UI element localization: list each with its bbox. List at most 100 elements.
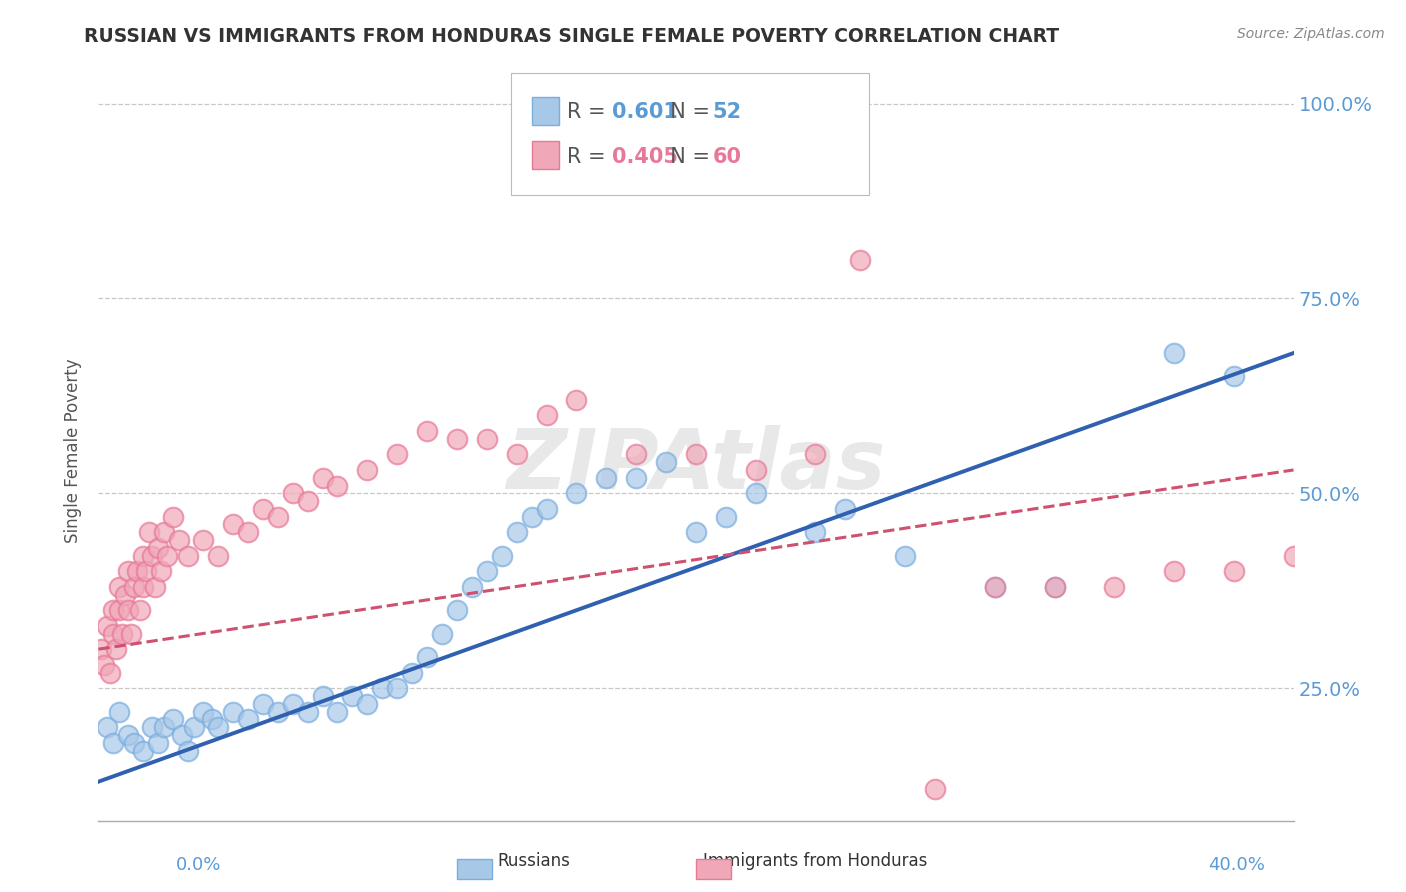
- Point: [446, 432, 468, 446]
- Point: [222, 705, 245, 719]
- Point: [326, 705, 349, 719]
- Point: [267, 705, 290, 719]
- Text: 0.601: 0.601: [613, 102, 678, 122]
- Point: [124, 736, 146, 750]
- Point: [236, 712, 259, 726]
- Point: [167, 533, 190, 547]
- Text: Russians: Russians: [498, 852, 571, 870]
- Point: [491, 549, 513, 563]
- Point: [685, 525, 707, 540]
- Point: [1104, 580, 1126, 594]
- Text: 0.0%: 0.0%: [176, 856, 221, 874]
- Point: [108, 705, 131, 719]
- Point: [297, 705, 319, 719]
- Point: [111, 626, 134, 640]
- Point: [714, 509, 737, 524]
- Point: [430, 626, 453, 640]
- Point: [371, 681, 394, 695]
- Point: [745, 463, 768, 477]
- Point: [506, 525, 529, 540]
- Point: [416, 424, 439, 438]
- Point: [342, 689, 364, 703]
- Point: [356, 697, 378, 711]
- Point: [90, 642, 112, 657]
- Point: [475, 564, 498, 578]
- Point: [172, 728, 194, 742]
- Point: [132, 743, 155, 757]
- Point: [129, 603, 152, 617]
- Text: R =: R =: [567, 102, 612, 122]
- Point: [385, 681, 409, 695]
- Point: [98, 665, 122, 680]
- Point: [461, 580, 484, 594]
- Point: [356, 463, 378, 477]
- Point: [177, 743, 200, 757]
- Point: [685, 447, 707, 461]
- Point: [1043, 580, 1066, 594]
- Point: [297, 494, 319, 508]
- Point: [162, 509, 184, 524]
- Point: [127, 564, 149, 578]
- Point: [124, 580, 146, 594]
- Point: [117, 728, 139, 742]
- Text: N =: N =: [657, 102, 716, 122]
- Point: [252, 697, 274, 711]
- Point: [520, 509, 543, 524]
- Point: [103, 603, 125, 617]
- Point: [114, 588, 136, 602]
- Point: [281, 486, 304, 500]
- Point: [834, 502, 856, 516]
- Point: [108, 580, 131, 594]
- Point: [565, 392, 588, 407]
- Point: [626, 447, 648, 461]
- Point: [565, 486, 588, 500]
- Point: [132, 549, 155, 563]
- Point: [183, 720, 205, 734]
- Point: [141, 720, 163, 734]
- Point: [267, 509, 290, 524]
- Point: [153, 720, 176, 734]
- Text: 0.405: 0.405: [613, 146, 678, 167]
- Text: 52: 52: [713, 102, 742, 122]
- Point: [849, 252, 872, 267]
- Point: [191, 533, 214, 547]
- Point: [475, 432, 498, 446]
- FancyBboxPatch shape: [533, 141, 558, 169]
- Point: [143, 580, 166, 594]
- Point: [416, 650, 439, 665]
- Text: R =: R =: [567, 146, 612, 167]
- Point: [385, 447, 409, 461]
- Point: [595, 471, 617, 485]
- Point: [894, 549, 917, 563]
- Point: [191, 705, 214, 719]
- Point: [655, 455, 678, 469]
- Point: [626, 471, 648, 485]
- Point: [311, 689, 333, 703]
- Point: [1223, 564, 1246, 578]
- Point: [401, 665, 423, 680]
- Point: [1043, 580, 1066, 594]
- Point: [156, 549, 179, 563]
- Point: [252, 502, 274, 516]
- Point: [1223, 369, 1246, 384]
- Point: [138, 525, 160, 540]
- Point: [207, 720, 229, 734]
- Text: N =: N =: [657, 146, 716, 167]
- Point: [984, 580, 1007, 594]
- Point: [311, 471, 333, 485]
- Point: [103, 626, 125, 640]
- FancyBboxPatch shape: [510, 73, 869, 195]
- Point: [804, 447, 827, 461]
- Point: [506, 447, 529, 461]
- Point: [148, 736, 170, 750]
- Point: [120, 626, 142, 640]
- Point: [148, 541, 170, 555]
- Point: [745, 486, 768, 500]
- Point: [924, 782, 946, 797]
- Point: [132, 580, 155, 594]
- Point: [141, 549, 163, 563]
- Text: RUSSIAN VS IMMIGRANTS FROM HONDURAS SINGLE FEMALE POVERTY CORRELATION CHART: RUSSIAN VS IMMIGRANTS FROM HONDURAS SING…: [84, 27, 1060, 45]
- Point: [108, 603, 131, 617]
- Point: [1282, 549, 1305, 563]
- Point: [96, 619, 118, 633]
